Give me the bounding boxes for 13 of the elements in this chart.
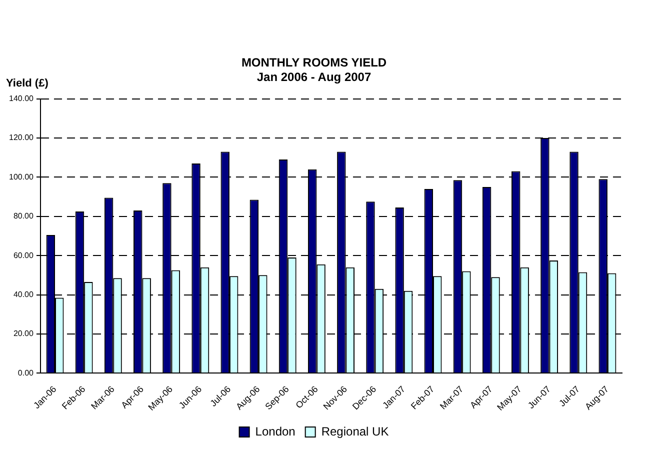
y-tick-label: 0.00 [18, 368, 34, 378]
y-tick-label: 60.00 [13, 250, 34, 260]
y-tick-label: 140.00 [9, 94, 34, 104]
y-tick-label: 100.00 [9, 172, 34, 182]
y-tick-label: 80.00 [13, 212, 34, 221]
y-axis-title: Yield (£) [6, 77, 49, 90]
y-tick-label: 120.00 [9, 133, 34, 142]
legend-label: Regional UK [321, 424, 389, 438]
y-tick-label: 20.00 [13, 329, 34, 338]
y-tick-label: 40.00 [13, 290, 34, 299]
chart-title: MONTHLY ROOMS YIELD [241, 56, 387, 70]
legend-label: London [255, 424, 296, 438]
chart-subtitle: Jan 2006 - Aug 2007 [256, 70, 372, 84]
